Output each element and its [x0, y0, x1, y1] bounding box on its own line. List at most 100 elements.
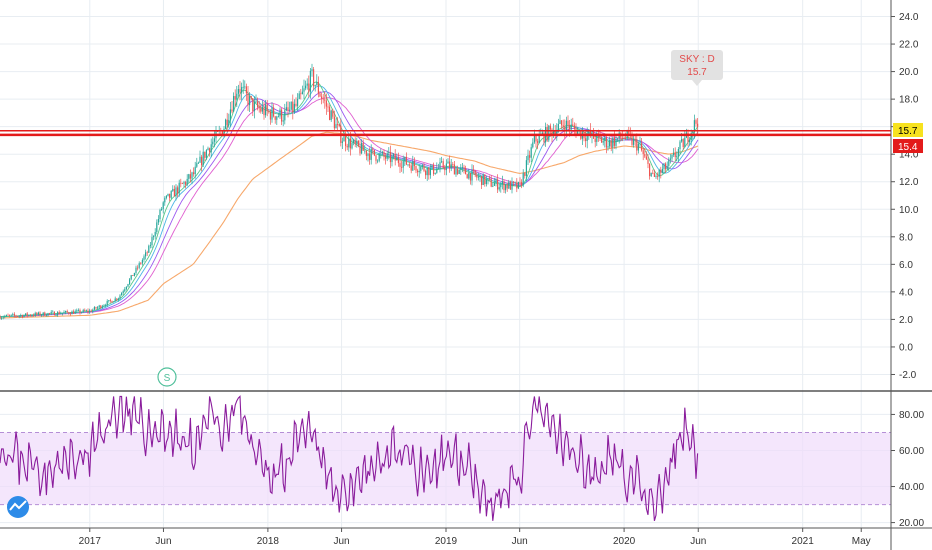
candle [522, 169, 524, 188]
candle [677, 146, 679, 163]
candle [253, 96, 255, 119]
candle [108, 300, 110, 303]
candle [511, 177, 513, 194]
candle [186, 174, 188, 187]
candle [90, 309, 92, 312]
candle [82, 308, 84, 313]
candle [309, 67, 311, 99]
candle [234, 89, 236, 107]
candle [298, 90, 300, 100]
candle [572, 117, 574, 127]
candle [313, 66, 315, 91]
candle [239, 81, 241, 101]
candle [506, 182, 508, 192]
candle [50, 310, 52, 316]
candle [65, 310, 67, 315]
candle [101, 304, 103, 309]
candle [308, 75, 310, 98]
candle [325, 93, 327, 115]
candle [399, 159, 401, 173]
candle [159, 208, 161, 223]
candle [333, 110, 335, 131]
candle [559, 114, 561, 125]
candle [311, 63, 313, 77]
candle [36, 311, 38, 316]
price-tick-label: 2.0 [899, 315, 913, 326]
candle [372, 147, 374, 155]
candle [609, 136, 611, 149]
candle [23, 314, 25, 318]
candle [346, 143, 348, 151]
candle [266, 99, 268, 117]
candle [364, 145, 366, 154]
candle [12, 312, 14, 317]
candle [164, 196, 166, 206]
last-value-label: 15.7 [687, 67, 707, 78]
candle [157, 215, 159, 225]
candle [191, 171, 193, 185]
candle [649, 163, 651, 180]
candle [153, 235, 155, 241]
candle [465, 165, 467, 175]
candle [119, 294, 121, 301]
rsi-line [0, 395, 699, 521]
candle [162, 201, 164, 214]
candle [410, 162, 412, 174]
candle [497, 174, 499, 194]
split-marker[interactable]: S [157, 367, 177, 387]
candle [199, 150, 201, 164]
candle [148, 244, 150, 254]
candle [663, 162, 665, 175]
candle [650, 172, 652, 177]
price-tick-label: 22.0 [899, 40, 919, 51]
candle [165, 195, 167, 200]
candle [453, 160, 455, 175]
candle [425, 169, 427, 180]
level-badge: 15.4 [893, 139, 923, 153]
price-tick-label: 0.0 [899, 342, 913, 353]
candle [49, 312, 51, 316]
candle [529, 150, 531, 163]
candle [473, 165, 475, 174]
candle [684, 130, 686, 148]
candle [103, 304, 105, 308]
price-grid [0, 0, 891, 391]
candle [405, 152, 407, 166]
candle [629, 127, 631, 139]
candle [500, 182, 502, 193]
candle [141, 258, 143, 266]
candle [268, 109, 270, 114]
candle [242, 79, 244, 94]
candle [337, 117, 339, 131]
candle [25, 313, 27, 316]
candle [458, 169, 460, 175]
candle [596, 130, 598, 146]
rsi-tick-label: 80.00 [899, 410, 924, 421]
candle [5, 314, 7, 317]
candle [306, 78, 308, 90]
price-badge: 15.7 [893, 123, 923, 137]
candle [665, 162, 667, 173]
candlestick-series [0, 63, 699, 320]
candle [297, 93, 299, 111]
candle [417, 168, 419, 177]
candle [389, 145, 391, 169]
candle [324, 91, 326, 109]
candle [314, 84, 316, 92]
candle [161, 207, 163, 211]
candle [669, 154, 671, 164]
logo-icon[interactable] [7, 496, 29, 518]
candle [125, 286, 127, 291]
moving-average-line [0, 131, 699, 319]
candle [484, 174, 486, 187]
candle [106, 299, 108, 307]
candle [689, 137, 691, 146]
symbol-callout: SKY : D 15.7 [671, 50, 723, 86]
candle [132, 275, 134, 276]
price-tick-label: 20.0 [899, 67, 919, 78]
candle [489, 175, 491, 181]
candle [508, 179, 510, 190]
candle [241, 82, 243, 101]
candle [612, 136, 614, 154]
